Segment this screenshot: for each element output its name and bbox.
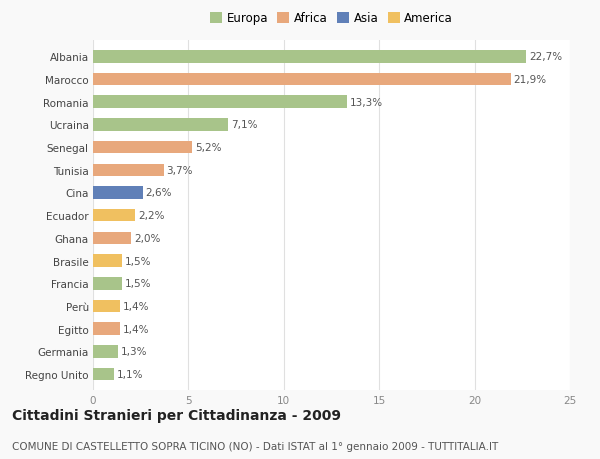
Bar [93, 368, 114, 381]
Text: 13,3%: 13,3% [350, 97, 383, 107]
Bar [93, 73, 511, 86]
Bar [93, 232, 131, 245]
Text: 1,5%: 1,5% [124, 256, 151, 266]
Text: 1,5%: 1,5% [124, 279, 151, 289]
Text: COMUNE DI CASTELLETTO SOPRA TICINO (NO) - Dati ISTAT al 1° gennaio 2009 - TUTTIT: COMUNE DI CASTELLETTO SOPRA TICINO (NO) … [12, 441, 498, 451]
Text: 7,1%: 7,1% [232, 120, 258, 130]
Bar [93, 96, 347, 109]
Text: 3,7%: 3,7% [166, 165, 193, 175]
Bar [93, 346, 118, 358]
Bar [93, 323, 120, 335]
Text: 5,2%: 5,2% [195, 143, 221, 153]
Bar [93, 51, 526, 63]
Bar [93, 141, 192, 154]
Text: 21,9%: 21,9% [514, 75, 547, 85]
Bar [93, 300, 120, 313]
Bar [93, 187, 143, 199]
Bar [93, 209, 135, 222]
Text: 2,2%: 2,2% [138, 211, 164, 221]
Bar [93, 277, 122, 290]
Text: 1,4%: 1,4% [122, 324, 149, 334]
Text: 2,6%: 2,6% [145, 188, 172, 198]
Text: 1,3%: 1,3% [121, 347, 147, 357]
Text: Cittadini Stranieri per Cittadinanza - 2009: Cittadini Stranieri per Cittadinanza - 2… [12, 409, 341, 422]
Bar [93, 164, 164, 177]
Text: 22,7%: 22,7% [529, 52, 562, 62]
Text: 1,1%: 1,1% [117, 369, 143, 379]
Bar [93, 255, 122, 267]
Text: 2,0%: 2,0% [134, 233, 160, 243]
Legend: Europa, Africa, Asia, America: Europa, Africa, Asia, America [210, 12, 453, 25]
Bar [93, 119, 229, 131]
Text: 1,4%: 1,4% [122, 302, 149, 311]
